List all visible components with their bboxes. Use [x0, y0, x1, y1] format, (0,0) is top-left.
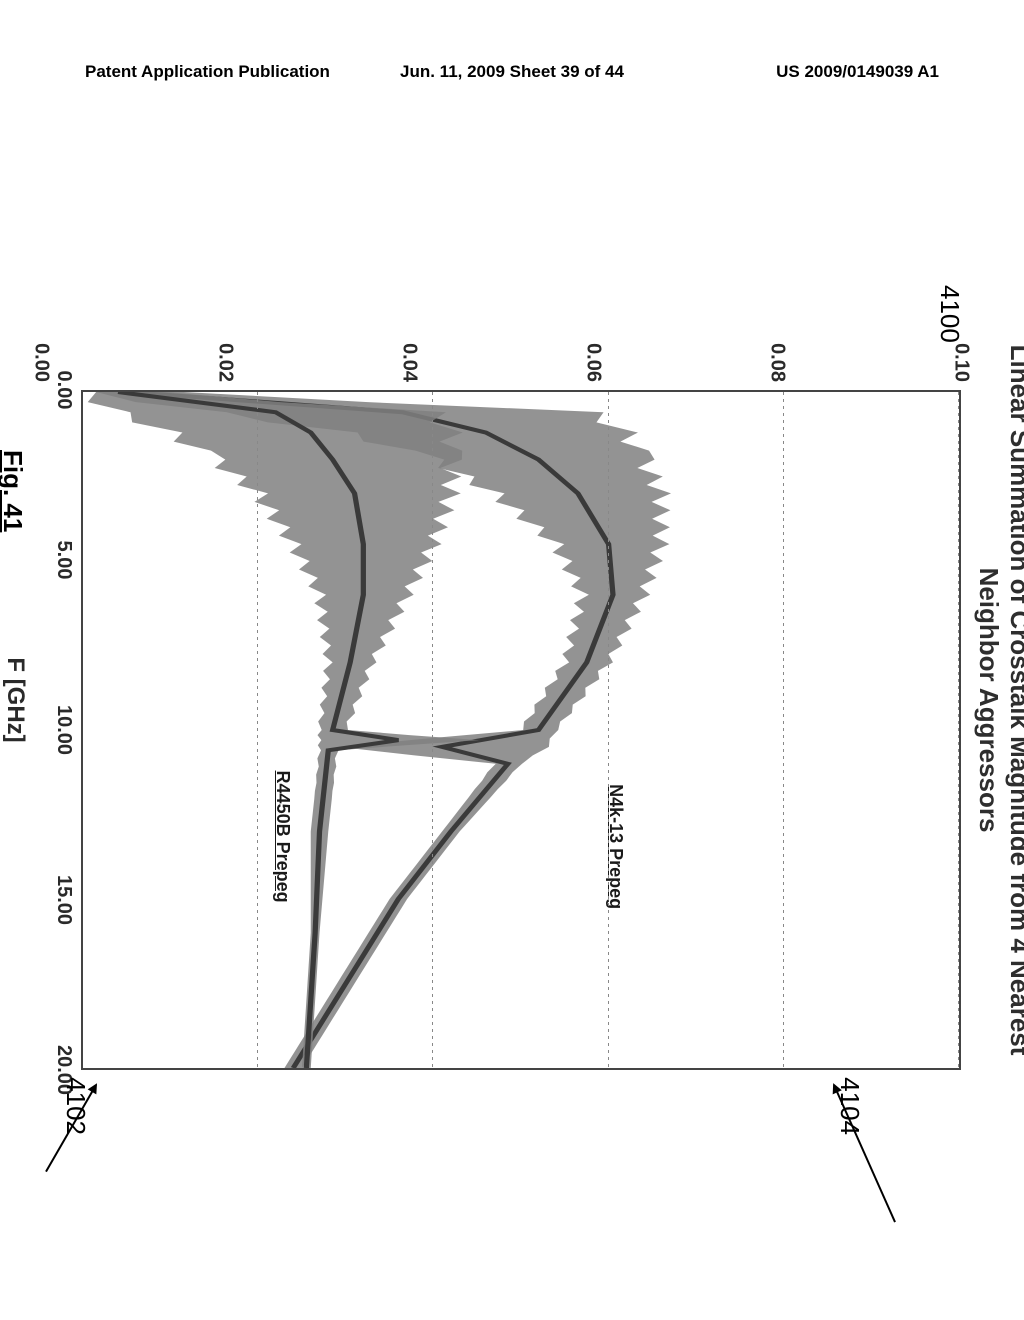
- y-tick: 0.02: [214, 343, 237, 382]
- figure-ref-4100: 4100: [934, 285, 965, 343]
- chart-title: Linear Summation of Crosstalk Magnitude …: [973, 320, 1024, 1080]
- x-tick: 0.00: [52, 371, 75, 410]
- y-tick: 0.06: [582, 343, 605, 382]
- header-center: Jun. 11, 2009 Sheet 39 of 44: [370, 62, 655, 82]
- header-left: Patent Application Publication: [85, 62, 370, 82]
- y-axis: 0.000.020.040.060.080.10: [41, 320, 961, 390]
- y-tick: 0.00: [30, 343, 53, 382]
- x-tick: 10.00: [52, 705, 75, 755]
- x-axis-label: F [GHz]: [1, 320, 29, 1080]
- y-tick: 0.08: [766, 343, 789, 382]
- gridline-h: [608, 392, 609, 1068]
- page-header: Patent Application Publication Jun. 11, …: [0, 62, 1024, 82]
- gridline-h: [257, 392, 258, 1068]
- x-tick: 15.00: [52, 875, 75, 925]
- y-tick: 0.04: [398, 343, 421, 382]
- plot-area: N4k-13 Prepeg R4450B Prepeg: [81, 390, 961, 1070]
- series-label-r4450b: R4450B Prepeg: [272, 771, 293, 903]
- figure-container: Linear Summation of Crosstalk Magnitude …: [5, 320, 1024, 1080]
- callout-4102: 4102: [60, 1077, 91, 1135]
- figure-label: Fig. 41: [0, 450, 28, 532]
- gridline-h: [958, 392, 959, 1068]
- x-tick: 5.00: [52, 541, 75, 580]
- plot-wrap: 0.000.020.040.060.080.10 N4k-13 Prepeg R…: [41, 320, 961, 1080]
- plot-svg: [83, 392, 959, 1068]
- gridline-h: [783, 392, 784, 1068]
- series-envelope-1: [88, 392, 479, 1068]
- header-right: US 2009/0149039 A1: [654, 62, 939, 82]
- y-tick: 0.10: [950, 343, 973, 382]
- gridline-h: [432, 392, 433, 1068]
- x-axis: 0.005.0010.0015.0020.00: [41, 390, 81, 1070]
